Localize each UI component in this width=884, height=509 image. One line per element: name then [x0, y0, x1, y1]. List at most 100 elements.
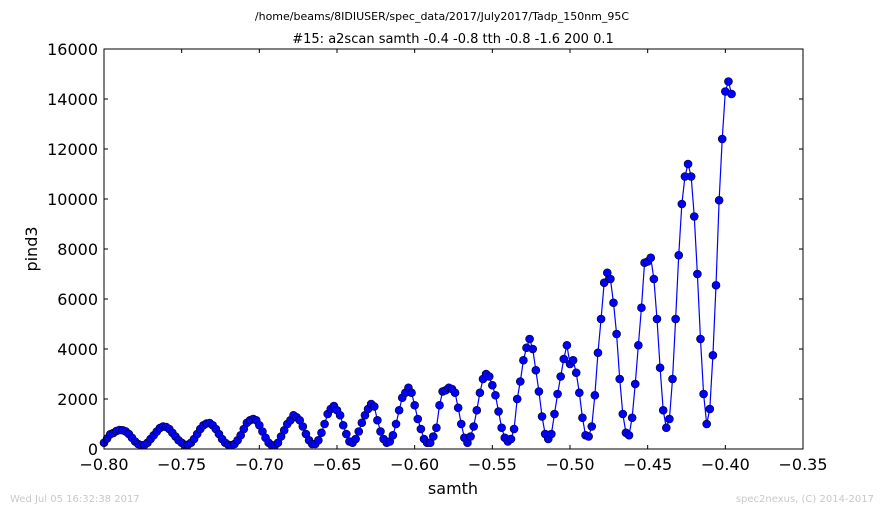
data-point	[453, 403, 463, 413]
chart-title: /home/beams/8IDIUSER/spec_data/2017/July…	[255, 10, 630, 23]
data-point	[693, 269, 702, 279]
data-point	[627, 413, 637, 423]
data-point	[469, 422, 478, 431]
data-point	[686, 172, 696, 181]
data-point	[407, 388, 416, 398]
x-tick-label: −0.45	[623, 455, 672, 474]
y-tick-label: 12000	[47, 140, 98, 159]
data-point	[593, 348, 603, 358]
data-point	[491, 390, 500, 400]
x-tick-label: −0.60	[390, 455, 439, 474]
x-tick-label: −0.50	[545, 455, 594, 474]
x-tick-label: −0.70	[235, 455, 284, 474]
x-tick-label: −0.65	[312, 455, 361, 474]
data-point	[587, 422, 597, 431]
data-point	[618, 409, 628, 419]
y-axis-label: pind3	[22, 226, 41, 271]
data-point	[488, 380, 497, 390]
data-point	[649, 274, 659, 284]
data-point	[665, 414, 674, 424]
y-tick-label: 14000	[47, 90, 98, 109]
data-series	[99, 77, 736, 450]
data-point	[575, 388, 584, 398]
data-point	[456, 419, 466, 429]
data-point	[615, 374, 625, 384]
data-point	[534, 387, 544, 396]
data-point	[528, 344, 538, 354]
data-point	[515, 377, 525, 386]
data-point	[320, 419, 329, 429]
x-tick-label: −0.75	[157, 455, 206, 474]
data-point	[506, 434, 516, 444]
data-point	[634, 340, 643, 350]
data-point	[388, 430, 398, 440]
data-point	[612, 329, 621, 339]
data-point	[699, 389, 708, 399]
data-point	[484, 372, 494, 381]
data-point	[662, 423, 671, 433]
data-point	[550, 409, 559, 419]
y-axis: 0 2000 4000 6000 8000 10000 12000 14000 16000	[47, 40, 803, 459]
data-point	[472, 405, 482, 415]
data-point	[413, 414, 423, 424]
x-tick-label: −0.35	[778, 455, 827, 474]
data-point	[677, 199, 687, 209]
data-point	[494, 407, 503, 416]
data-point	[553, 389, 562, 399]
data-point	[624, 430, 634, 440]
data-point	[578, 413, 587, 423]
data-point	[559, 354, 569, 364]
x-tick-label: −0.80	[79, 455, 128, 474]
data-point	[668, 374, 677, 384]
data-point	[519, 355, 528, 365]
data-point	[537, 412, 547, 421]
data-point	[705, 404, 715, 414]
x-tick-label: −0.55	[468, 455, 517, 474]
data-point	[373, 415, 382, 425]
data-point	[556, 372, 565, 381]
data-point	[525, 334, 534, 344]
data-point	[717, 134, 727, 144]
y-tick-label: 4000	[57, 340, 98, 359]
y-tick-label: 0	[88, 440, 98, 459]
data-point	[596, 314, 606, 324]
y-tick-label: 16000	[47, 40, 98, 59]
data-point	[416, 424, 426, 434]
data-point	[683, 159, 693, 169]
y-tick-label: 10000	[47, 190, 98, 209]
y-tick-label: 8000	[57, 240, 98, 259]
data-point	[351, 434, 360, 444]
y-tick-label: 6000	[57, 290, 98, 309]
x-axis-label: samth	[428, 479, 478, 498]
data-point	[646, 253, 656, 263]
x-axis: −0.80 −0.75 −0.70 −0.65 −0.60 −0.55 −0.50 −0.45…	[79, 49, 828, 474]
data-point	[410, 400, 419, 410]
data-point	[674, 250, 684, 260]
data-point	[571, 368, 581, 378]
data-point	[584, 432, 593, 441]
data-point	[298, 422, 308, 431]
data-point	[689, 212, 699, 221]
data-point	[606, 274, 615, 284]
data-point	[568, 355, 578, 365]
data-point	[466, 432, 475, 441]
data-point	[727, 89, 736, 99]
data-point	[671, 314, 680, 324]
data-point	[354, 427, 364, 436]
data-point	[637, 303, 646, 313]
data-point	[314, 435, 323, 445]
data-point	[599, 278, 609, 288]
data-point	[714, 195, 724, 205]
data-point	[376, 427, 385, 436]
series-line	[103, 79, 733, 446]
footer-credit: spec2nexus, (C) 2014-2017	[735, 494, 874, 505]
data-point	[652, 314, 662, 324]
data-point	[547, 429, 556, 439]
x-tick-label: −0.40	[701, 455, 750, 474]
data-point	[429, 432, 438, 441]
data-point	[702, 419, 711, 429]
data-point	[317, 428, 326, 438]
data-point	[531, 365, 541, 375]
data-point	[369, 402, 379, 411]
